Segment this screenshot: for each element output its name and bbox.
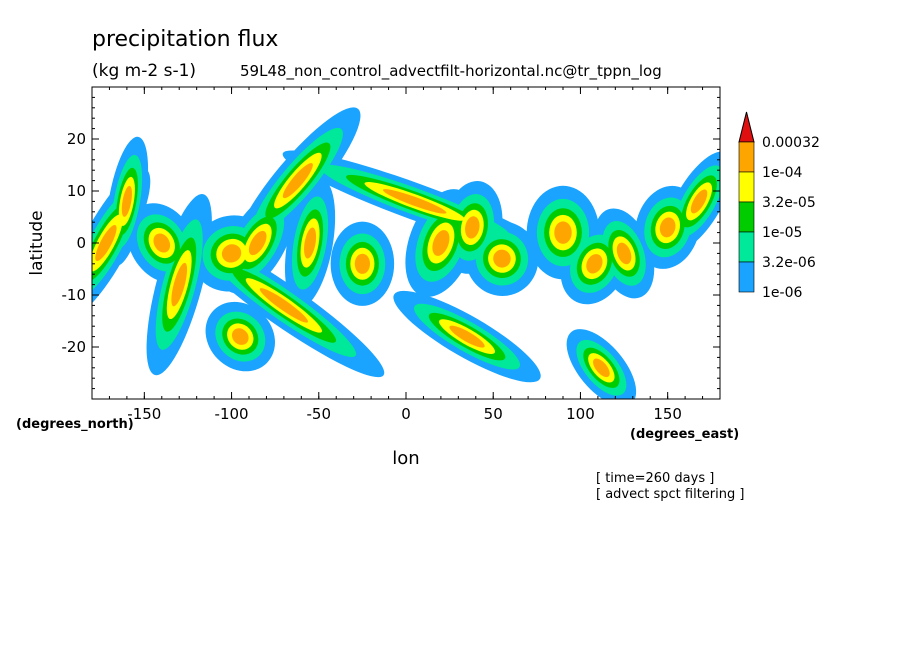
y-tick-label: 0 — [76, 234, 86, 252]
colorbar-swatch — [738, 231, 755, 263]
y-tick-label: 20 — [67, 130, 86, 148]
precip-contour-patch — [171, 262, 188, 307]
precipitation-field — [92, 107, 720, 399]
colorbar-swatch — [738, 141, 755, 173]
x-axis-ticks: -150 -100 -50 0 50 100 150 — [127, 87, 682, 423]
precip-contour-patch — [153, 233, 171, 253]
y-axis-ticks: 20 10 0 -10 -20 — [62, 130, 720, 356]
x-axis-label: lon — [392, 448, 419, 469]
chart-units: (kg m-2 s-1) — [92, 61, 196, 81]
precip-contour-patch — [282, 163, 313, 199]
colorbar-swatch — [738, 261, 755, 293]
colorbar-label: 1e-05 — [762, 225, 802, 241]
precip-contour-patch — [586, 254, 603, 274]
colorbar-triangle — [738, 111, 755, 143]
x-tick-label: -50 — [307, 405, 332, 423]
x-tick-label: 150 — [653, 405, 682, 423]
colorbar-swatch — [738, 171, 755, 203]
precip-contour-patch — [354, 253, 371, 274]
precip-contour-patch — [690, 189, 708, 214]
precip-contour-patch — [659, 217, 676, 238]
x-tick-label: -100 — [215, 405, 249, 423]
colorbar: 0.00032 1e-04 3.2e-05 1e-05 3.2e-06 1e-06 — [738, 111, 820, 301]
precip-contour-patch — [95, 224, 117, 262]
precip-contour-patch — [259, 288, 308, 323]
precip-contour-patch — [231, 328, 249, 345]
chart-title: precipitation flux — [92, 27, 278, 52]
colorbar-label: 1e-04 — [762, 165, 802, 181]
precip-contour-patch — [493, 249, 511, 268]
precip-contour-patch — [616, 242, 632, 265]
colorbar-label: 3.2e-05 — [762, 195, 816, 211]
colorbar-label: 0.00032 — [762, 135, 820, 151]
x-tick-label: 100 — [566, 405, 595, 423]
x-tick-label: -150 — [127, 405, 161, 423]
precip-contour-patch — [221, 244, 242, 263]
colorbar-label: 3.2e-06 — [762, 255, 816, 271]
precip-contour-patch — [593, 358, 610, 378]
precip-contour-patch — [304, 227, 317, 259]
y-tick-label: -20 — [62, 338, 87, 356]
precip-contour-patch — [248, 230, 267, 256]
colorbar-label: 1e-06 — [762, 285, 802, 301]
y-axis-label: latitude — [27, 210, 47, 275]
precip-contour-patch — [383, 189, 447, 214]
x-tick-label: 0 — [401, 405, 411, 423]
y-unit-note: (degrees_north) — [16, 417, 134, 432]
note-filter: [ advect spct filtering ] — [596, 487, 744, 502]
colorbar-swatch — [738, 201, 755, 233]
x-unit-note: (degrees_east) — [630, 427, 739, 442]
note-time: [ time=260 days ] — [596, 471, 714, 486]
y-tick-label: 10 — [67, 182, 86, 200]
precip-contour-patch — [432, 230, 450, 256]
precip-contour-patch — [554, 221, 572, 244]
x-tick-label: 50 — [484, 405, 503, 423]
chart-source: 59L48_non_control_advectfilt-horizontal.… — [240, 62, 662, 81]
precip-contour-patch — [121, 185, 132, 217]
precip-contour-patch — [449, 325, 485, 348]
y-tick-label: -10 — [62, 286, 87, 304]
precip-contour-patch — [465, 216, 480, 239]
